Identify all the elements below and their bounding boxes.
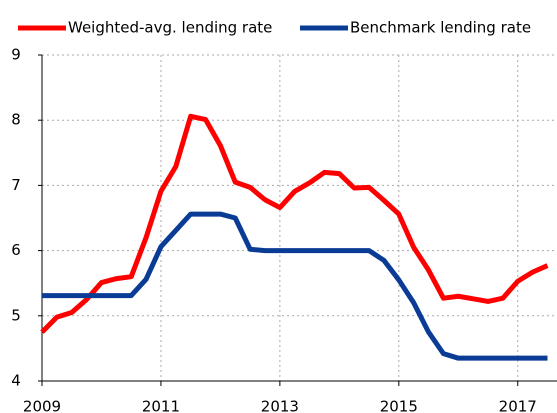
y-tick-label: 6 xyxy=(11,241,21,259)
x-tick-label: 2009 xyxy=(23,398,61,413)
series-line xyxy=(42,211,548,361)
y-tick-label: 9 xyxy=(11,46,21,64)
x-tick-label: 2011 xyxy=(142,398,180,413)
y-tick-label: 7 xyxy=(11,176,21,194)
x-tick-label: 2013 xyxy=(261,398,299,413)
series-line xyxy=(40,113,549,334)
legend-label: Weighted-avg. lending rate xyxy=(68,19,272,37)
legend-label: Benchmark lending rate xyxy=(350,19,531,37)
x-tick-label: 2015 xyxy=(380,398,418,413)
y-tick-label: 5 xyxy=(11,306,21,324)
y-tick-label: 8 xyxy=(11,111,21,129)
x-tick-label: 2017 xyxy=(499,398,537,413)
y-tick-label: 4 xyxy=(11,372,21,390)
